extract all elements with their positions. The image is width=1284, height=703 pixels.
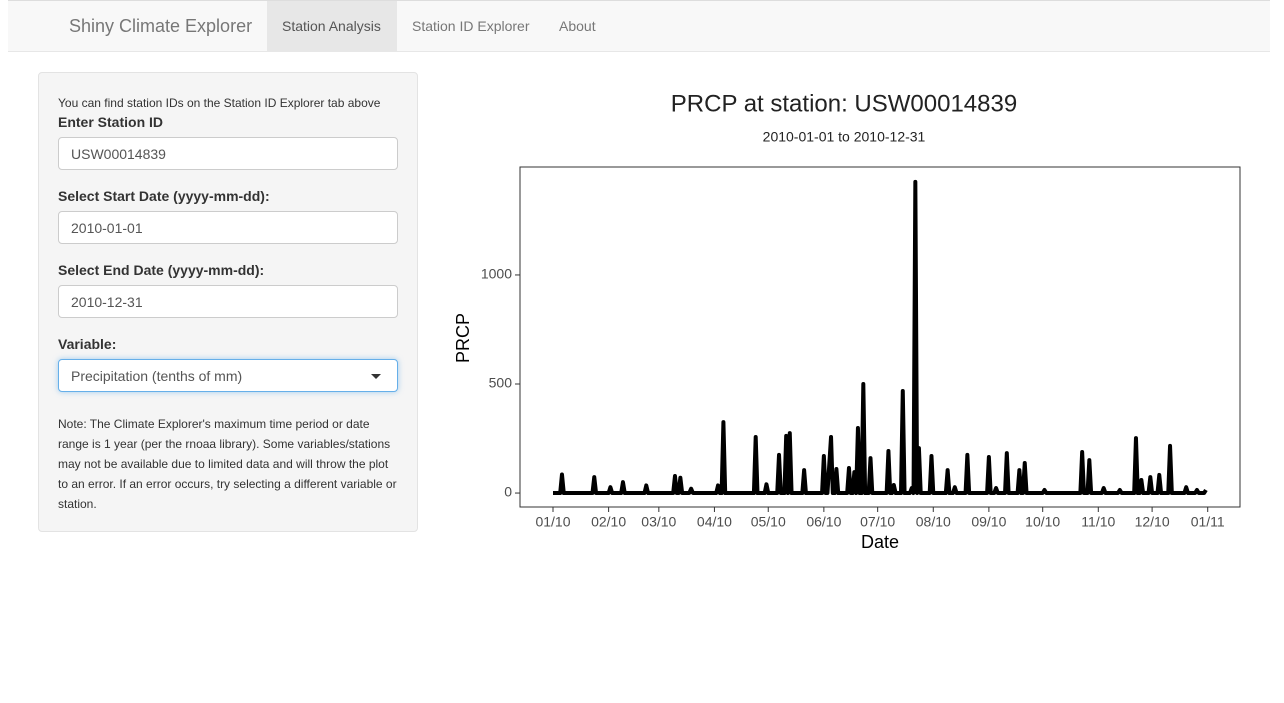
x-tick-label: 06/10 xyxy=(806,514,841,530)
y-tick-label: 500 xyxy=(489,375,513,391)
note: Note: The Climate Explorer's maximum tim… xyxy=(58,417,397,511)
text-input[interactable]: USW00014839 xyxy=(58,137,398,170)
x-axis-label: Date xyxy=(861,532,899,552)
date-input[interactable]: 2010-12-31 xyxy=(58,285,398,318)
field-label: Enter Station ID xyxy=(58,114,164,130)
select-value: Precipitation (tenths of mm) xyxy=(71,368,243,384)
x-tick-label: 04/10 xyxy=(697,514,732,530)
sidebar: You can find station IDs on the Station … xyxy=(38,72,418,532)
select-input[interactable]: Precipitation (tenths of mm) xyxy=(58,359,398,392)
data-line xyxy=(553,179,1208,496)
tab[interactable]: About xyxy=(559,18,596,34)
field-label: Select Start Date (yyyy-mm-dd): xyxy=(58,188,270,204)
y-axis-label: PRCP xyxy=(453,313,473,363)
x-tick-label: 02/10 xyxy=(591,514,626,530)
x-tick-label: 09/10 xyxy=(971,514,1006,530)
field-label: Variable: xyxy=(58,336,117,352)
x-tick-label: 07/10 xyxy=(860,514,895,530)
tab[interactable]: Station ID Explorer xyxy=(412,18,530,34)
x-tick-label: 12/10 xyxy=(1135,514,1170,530)
chart-title: PRCP at station: USW00014839 xyxy=(671,90,1017,117)
x-tick-label: 01/11 xyxy=(1191,514,1225,530)
date-input[interactable]: 2010-01-01 xyxy=(58,211,398,244)
help-text: You can find station IDs on the Station … xyxy=(58,96,381,110)
y-tick-label: 1000 xyxy=(481,266,512,282)
tab[interactable]: Station Analysis xyxy=(267,1,397,51)
field-label: Select End Date (yyyy-mm-dd): xyxy=(58,262,265,278)
x-tick-label: 05/10 xyxy=(751,514,786,530)
x-tick-label: 03/10 xyxy=(641,514,676,530)
x-tick-label: 01/10 xyxy=(535,514,570,530)
caret xyxy=(371,374,381,379)
y-tick-label: 0 xyxy=(504,484,512,500)
x-tick-label: 10/10 xyxy=(1025,514,1060,530)
plot-panel xyxy=(519,166,1241,508)
chart: PRCP at station: USW00014839 2010-01-01 … xyxy=(453,90,1241,552)
x-tick-label: 11/10 xyxy=(1081,514,1115,530)
brand[interactable]: Shiny Climate Explorer xyxy=(69,16,253,36)
chart-subtitle: 2010-01-01 to 2010-12-31 xyxy=(763,129,926,145)
navbar: Shiny Climate Explorer Station Analysis … xyxy=(8,0,1270,52)
x-tick-label: 08/10 xyxy=(916,514,951,530)
